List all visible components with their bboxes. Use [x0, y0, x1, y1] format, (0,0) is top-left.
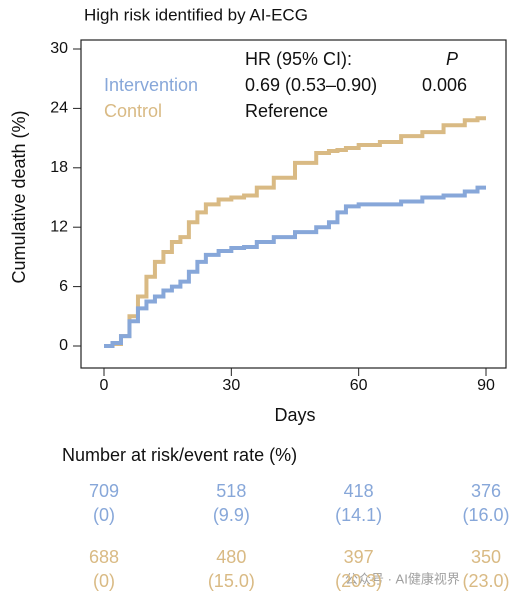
x-tick-label: 90: [477, 377, 495, 394]
event-rate: (16.0): [462, 505, 509, 525]
y-tick-label: 30: [50, 40, 68, 57]
survival-curve: [104, 185, 486, 348]
risk-number: 688: [89, 547, 119, 567]
y-tick-label: 24: [50, 100, 68, 117]
p-header: P: [446, 49, 458, 69]
y-tick-label: 6: [59, 278, 68, 295]
y-tick-label: 12: [50, 218, 68, 235]
chart-title: High risk identified by AI-ECG: [84, 5, 308, 24]
risk-number: 397: [344, 547, 374, 567]
event-rate: (0): [93, 505, 115, 525]
p-value: 0.006: [422, 75, 467, 95]
legend-label: Intervention: [104, 75, 198, 95]
hr-value: 0.69 (0.53–0.90): [245, 75, 377, 95]
legend-label: Control: [104, 101, 162, 121]
watermark: 公众号 · AI健康视界: [345, 571, 460, 586]
x-tick-label: 60: [350, 377, 368, 394]
y-tick-label: 0: [59, 337, 68, 354]
x-tick-label: 0: [100, 377, 109, 394]
risk-number: 350: [471, 547, 501, 567]
risk-number: 709: [89, 481, 119, 501]
event-rate: (14.1): [335, 505, 382, 525]
plot-frame: [80, 39, 507, 369]
event-rate: (15.0): [208, 571, 255, 591]
survival-curve: [104, 116, 486, 348]
risk-number: 518: [216, 481, 246, 501]
x-tick-label: 30: [222, 377, 240, 394]
hr-header: HR (95% CI):: [245, 49, 352, 69]
event-rate: (20.3): [335, 571, 382, 591]
x-axis-label: Days: [274, 405, 315, 425]
event-rate: (0): [93, 571, 115, 591]
risk-number: 418: [344, 481, 374, 501]
risk-number: 480: [216, 547, 246, 567]
event-rate: (9.9): [213, 505, 250, 525]
risk-table-title: Number at risk/event rate (%): [62, 445, 297, 465]
y-tick-label: 18: [50, 159, 68, 176]
y-axis-label: Cumulative death (%): [9, 110, 29, 283]
hr-reference: Reference: [245, 101, 328, 121]
risk-number: 376: [471, 481, 501, 501]
event-rate: (23.0): [462, 571, 509, 591]
